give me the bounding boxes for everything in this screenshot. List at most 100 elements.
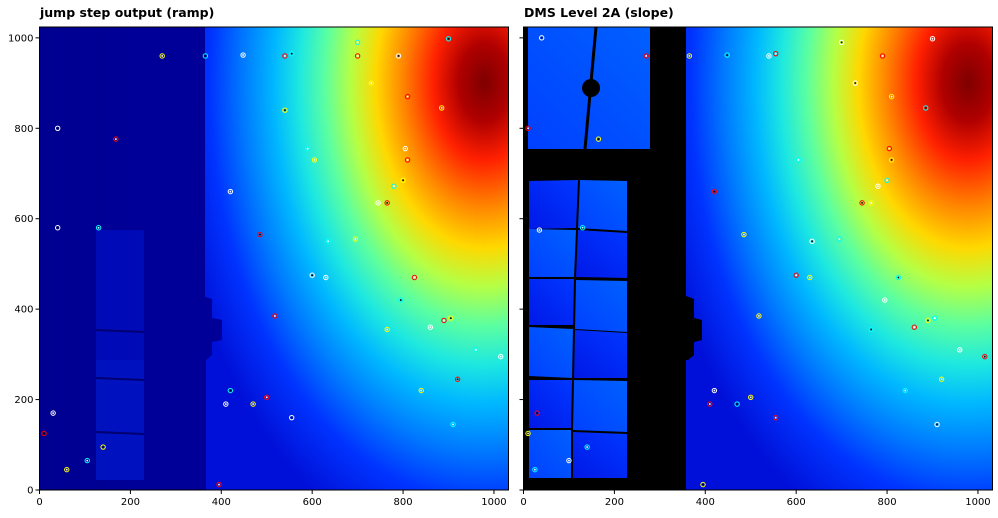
right-hot-pixel-core [936,423,938,426]
right-lyot-tile [578,180,627,231]
left-hot-pixel-core [102,446,104,448]
left-hot-pixel-core [399,299,402,301]
left-hot-pixel [223,401,229,407]
right-hot-pixel-core [758,315,760,317]
left-hot-pixel [454,376,461,382]
left-hot-pixel-core [452,423,454,426]
right-hot-pixel [868,200,874,206]
left-hot-pixel [400,177,406,183]
right-hot-pixel-core [924,107,927,109]
left-hot-pixel-core [306,147,309,150]
left-hot-pixel [95,225,102,231]
right-hot-pixel-core [527,432,529,435]
left-hot-pixel-core [449,317,452,319]
right-hot-pixel [643,53,649,59]
right-hot-pixel [911,324,918,330]
left-faint-seam-2 [95,377,145,381]
right-hot-pixel [711,387,718,394]
left-hot-pixel [282,53,288,59]
left-bright-illuminated-region [205,27,509,490]
left-hot-pixel [375,200,381,206]
right-hot-pixel [982,353,988,360]
left-hot-pixel [323,274,329,281]
right-hot-pixel-core [736,403,738,405]
right-hot-pixel [711,188,718,195]
right-hot-pixel-core [861,202,863,204]
right-x-tick-label: 200 [605,497,624,508]
left-hot-pixel-core [429,326,432,329]
left-hot-pixel [354,53,361,59]
right-hot-pixel-core [568,459,570,462]
left-x-tick-label: 200 [121,497,140,508]
left-hot-pixel [427,324,434,330]
left-hot-pixel [404,157,411,163]
right-hot-pixel [686,53,693,59]
left-hot-pixel-core [115,138,117,140]
left-hot-pixel-core [404,147,407,150]
left-hot-pixel [304,145,311,152]
left-hot-pixel-core [356,55,359,57]
left-hot-pixel-core [313,159,316,161]
left-x-tick-label: 800 [394,497,413,508]
right-coronagraph-notch [686,296,702,360]
right-hot-pixel [922,105,929,111]
right-hot-pixel [532,466,538,473]
right-hot-pixel [534,410,540,416]
right-hot-pixel [525,125,531,131]
right-hot-pixel [525,430,531,437]
left-hot-pixel-core [440,107,443,109]
left-hot-pixel [159,53,165,59]
right-hot-pixel [957,347,963,353]
left-hot-pixel [282,107,288,113]
left-hot-pixel-core [65,468,68,471]
right-hot-pixel-core [540,37,543,39]
left-hot-pixel [257,231,263,238]
right-x-tick-label: 1000 [965,497,990,508]
right-lyot-tile [529,229,576,277]
left-hot-pixel-core [52,412,54,414]
left-hot-pixel-core [284,109,286,111]
right-hot-pixel [929,36,936,42]
left-hot-pixel [441,317,447,324]
left-hot-pixel [391,183,397,189]
right-lyot-tile [529,327,573,378]
left-chart-title: jump step output (ramp) [39,5,214,20]
left-hot-pixel [404,93,411,100]
left-hot-pixel-core [370,82,373,84]
right-hot-pixel-core [877,185,879,187]
left-y-tick-label: 200 [14,395,33,406]
right-hot-pixel-core [797,159,800,161]
left-hot-pixel [311,157,318,163]
right-hot-pixel-core [838,238,841,240]
left-y-tick-label: 400 [14,305,33,316]
right-hot-pixel [538,35,545,41]
right-hot-pixel-core [645,55,648,57]
left-hot-pixel [54,125,61,131]
left-hot-pixel-core [443,319,445,322]
right-hot-pixel [756,313,762,319]
left-hot-pixel-core [43,432,45,435]
right-hot-pixel [766,53,772,59]
right-hot-pixel [773,50,779,57]
right-hot-pixel-core [886,179,888,182]
left-hot-pixel [54,225,61,231]
left-hot-pixel [50,410,56,416]
left-hot-pixel-core [311,274,313,277]
left-hot-pixel-core [252,403,254,405]
right-hot-pixel [536,227,543,233]
right-hot-pixel [886,145,893,152]
left-hot-pixel [411,274,418,281]
right-hot-pixel-core [881,55,884,57]
left-hot-pixel-core [377,202,379,204]
right-axes-frame [523,26,993,491]
right-hot-pixel [895,274,902,281]
left-hot-pixel-core [413,276,416,279]
right-lyot-tile [573,432,627,478]
right-x-tick-label: 400 [696,497,715,508]
right-hot-pixel [932,315,938,321]
right-hot-pixel [836,236,843,242]
right-hot-pixel [868,326,874,333]
left-hot-pixel [438,105,445,111]
right-hot-pixel-core [713,389,716,392]
